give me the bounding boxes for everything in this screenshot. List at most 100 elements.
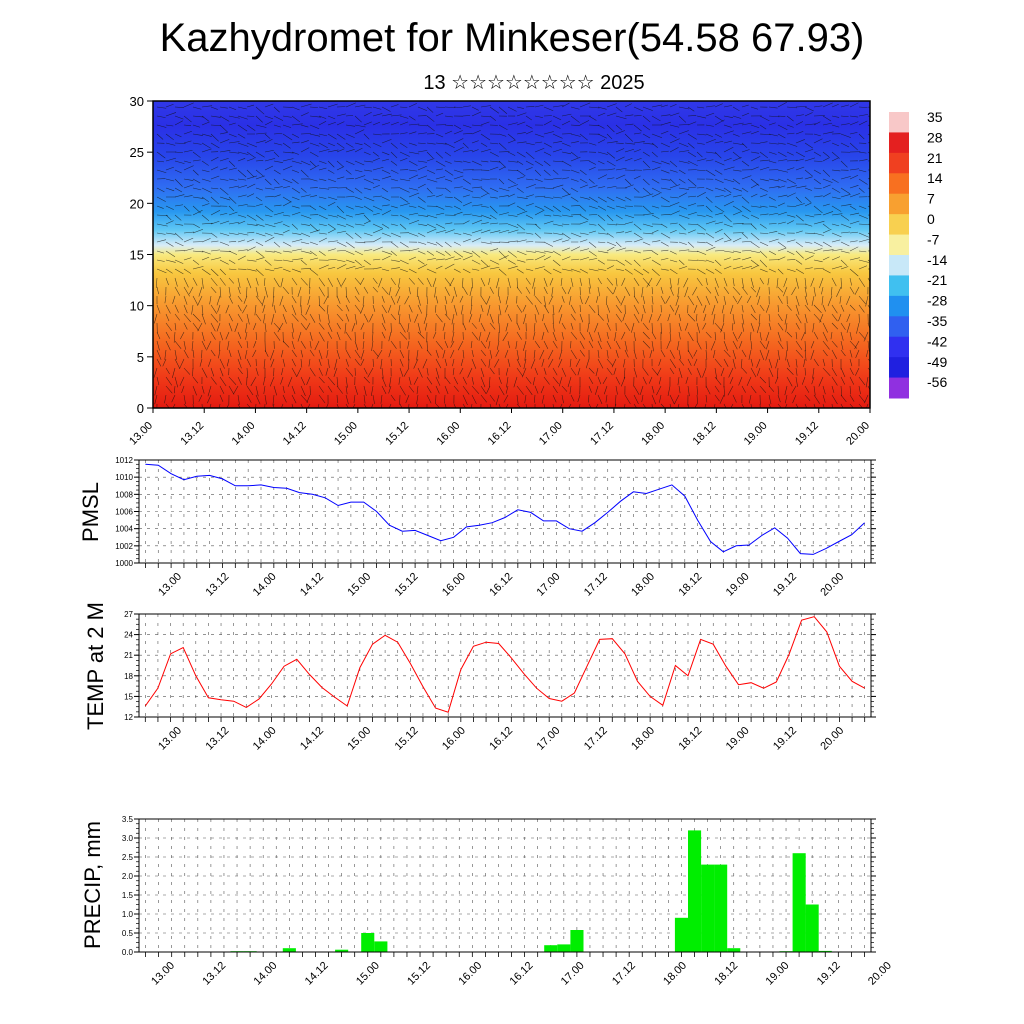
wind-barb <box>471 349 474 358</box>
wind-barb <box>777 340 784 350</box>
wind-barb <box>534 340 541 349</box>
wind-barb <box>822 151 830 158</box>
wind-barb <box>264 349 269 357</box>
wind-barb <box>408 403 410 408</box>
wind-barb <box>534 209 545 216</box>
wind-barb <box>237 124 248 132</box>
wind-barb <box>354 142 363 146</box>
wind-barb <box>255 214 264 221</box>
wind-barb <box>570 133 581 137</box>
wind-barb <box>327 149 339 153</box>
wind-barb <box>615 174 626 180</box>
wind-barb <box>507 160 518 163</box>
y-tick-label: 24 <box>124 631 133 640</box>
colorbar-segment <box>889 295 909 317</box>
wind-barb <box>831 304 838 314</box>
wind-barb <box>714 221 723 225</box>
wind-barb <box>228 106 237 111</box>
wind-barb <box>849 349 853 358</box>
wind-barb <box>162 358 167 367</box>
wind-barb <box>786 178 796 184</box>
wind-barb <box>174 277 178 287</box>
wind-barb <box>300 250 312 254</box>
wind-barb <box>822 115 832 122</box>
wind-barb <box>786 124 794 128</box>
wind-barb <box>570 151 579 158</box>
wind-barb <box>651 268 660 277</box>
wind-barb <box>651 187 662 194</box>
wind-barb <box>156 349 162 360</box>
precip-bar <box>674 917 688 952</box>
wind-barb <box>174 160 185 164</box>
precip-bar <box>361 933 375 952</box>
wind-barb <box>408 232 419 237</box>
wind-barb <box>813 286 816 297</box>
wind-barb <box>858 259 870 263</box>
wind-barb <box>561 177 569 180</box>
wind-barb <box>714 195 724 198</box>
wind-barb <box>621 277 626 286</box>
wind-barb <box>525 376 532 384</box>
wind-barb <box>595 385 599 395</box>
wind-barb <box>237 340 243 349</box>
wind-barb <box>336 166 345 171</box>
wind-barb <box>677 277 680 286</box>
wind-barb <box>273 132 283 135</box>
wind-barb <box>449 277 455 287</box>
wind-barb <box>768 178 779 182</box>
wind-barb <box>496 340 500 350</box>
wind-barb <box>678 259 685 265</box>
height-tick-label: 5 <box>137 350 144 365</box>
wind-barb <box>813 304 822 313</box>
wind-barb <box>523 340 527 352</box>
wind-barb <box>642 151 650 157</box>
wind-barb <box>801 376 806 385</box>
wind-barb <box>858 214 868 219</box>
wind-barb <box>219 157 229 162</box>
y-tick-label: 3.5 <box>122 815 134 824</box>
wind-barb <box>192 322 199 331</box>
wind-barb <box>246 403 252 408</box>
wind-barb <box>561 268 573 272</box>
height-tick-label: 10 <box>130 299 144 314</box>
precip-bar <box>727 948 741 952</box>
wind-barb <box>669 367 675 375</box>
wind-barb <box>327 267 336 270</box>
wind-barb <box>738 340 743 349</box>
wind-barb <box>570 349 577 360</box>
wind-barb <box>507 184 518 189</box>
wind-barb <box>552 169 559 175</box>
wind-barb <box>813 160 823 162</box>
wind-barb <box>273 385 277 396</box>
wind-barb <box>426 142 436 145</box>
wind-barb <box>192 376 199 384</box>
precip-axis: 0.00.51.01.52.02.53.03.5 <box>122 815 876 957</box>
wind-barb <box>372 121 381 126</box>
time-axis-temp2m: 13.00 13.12 14.00 14.12 15.00 15.12 16.00 16.12… <box>144 717 866 753</box>
wind-barb <box>462 149 473 153</box>
wind-barb <box>642 142 654 145</box>
wind-barb <box>804 250 815 254</box>
wind-barb <box>750 250 761 254</box>
wind-barb <box>687 385 690 397</box>
wind-barb <box>165 259 176 263</box>
wind-barb <box>282 358 286 367</box>
wind-barb <box>452 367 455 376</box>
wind-barb <box>705 286 712 294</box>
wind-barb <box>732 394 737 403</box>
wind-barb <box>795 139 805 144</box>
wind-barbs <box>153 102 870 408</box>
wind-barb <box>651 160 662 165</box>
wind-barb <box>426 241 438 246</box>
wind-barb <box>696 340 702 350</box>
wind-barb <box>282 186 291 189</box>
time-tick-label: 14.12 <box>281 420 309 448</box>
wind-barb <box>297 286 302 298</box>
wind-barb <box>746 376 752 386</box>
wind-barb <box>732 349 737 360</box>
wind-barb <box>867 385 870 391</box>
wind-barb <box>543 205 554 212</box>
wind-barb <box>811 376 815 385</box>
y-tick-label: 1008 <box>115 490 133 499</box>
time-tick-label: 13.12 <box>200 960 228 988</box>
